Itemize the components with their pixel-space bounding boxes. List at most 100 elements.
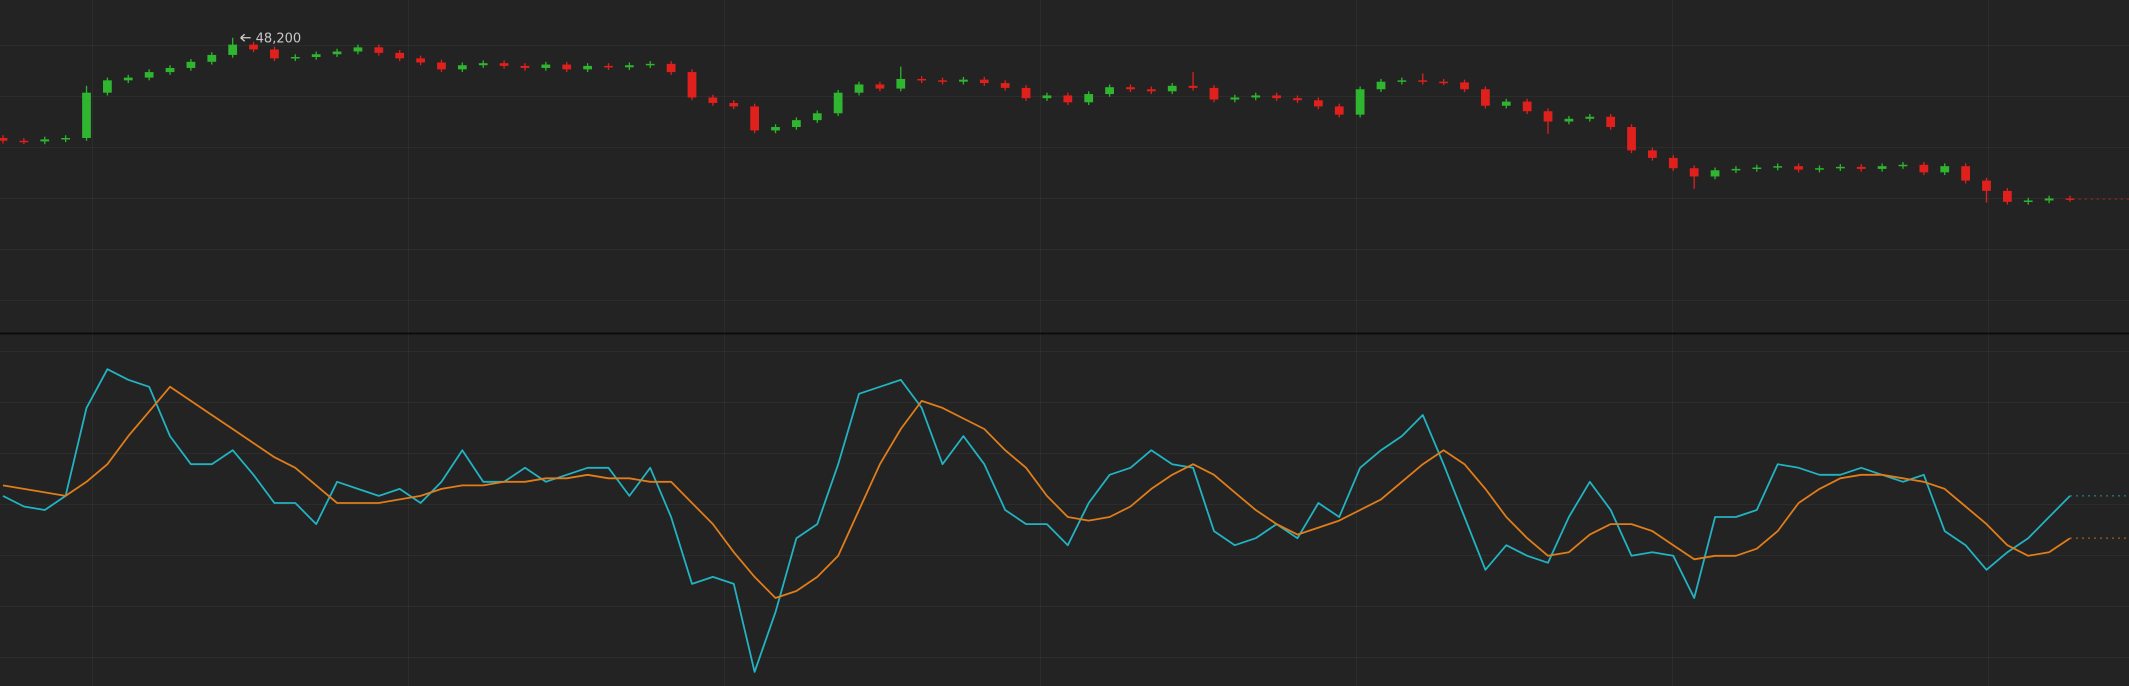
candle-body [1188,85,1198,88]
candle-body [1146,89,1156,92]
candle-body [416,58,425,63]
candle-body [1710,170,1720,177]
candle-body [1355,89,1365,115]
candle-body [583,65,592,70]
candle-body [1042,95,1052,99]
candle-body [1689,168,1699,177]
candle-body [1460,82,1469,90]
candle-body [1105,87,1114,95]
candle-body [478,63,488,66]
candle-body [1251,95,1261,98]
candle-body [249,44,258,50]
annotation-arrow [240,33,251,42]
candle-body [82,92,91,139]
candle-body [165,67,175,73]
candle-body [437,62,446,70]
candle-body [938,80,947,82]
candle-body [1919,164,1929,173]
candle-body [729,102,739,107]
candle-body [1856,166,1866,169]
candle-body [1230,97,1240,100]
candle-body [1397,80,1407,82]
candle-body [207,54,217,62]
candle-body [1627,127,1636,151]
candle-body [541,64,551,68]
candle-body [750,106,760,131]
candle-body [979,79,989,84]
candle-body [1585,116,1595,119]
candle-body [896,78,906,89]
candle-body [2044,198,2054,201]
candle-body [1481,89,1490,106]
candle-body [917,78,927,81]
candle-body [332,51,342,55]
candle-body [123,77,133,81]
candle-body [1648,150,1657,158]
candle-body [374,47,384,53]
candle-body [1877,166,1887,169]
candle-body [771,127,780,131]
candle-body [353,47,363,52]
candle-body [1752,167,1762,170]
candle-body [666,63,676,73]
candle-body [1606,116,1616,128]
candle-body [19,140,29,143]
indicator-line [2,385,2071,599]
candle-body [270,49,279,59]
candle-body [1063,95,1073,103]
candle-body [144,72,154,78]
candle-body [833,92,843,114]
candle-body [2002,190,2012,202]
candle-body [1313,100,1323,107]
candle-body [0,138,8,141]
candle-body [1000,83,1010,88]
candle-body [812,113,822,121]
candle-body [1564,118,1574,122]
candle-body [1418,80,1428,82]
candle-body [1167,85,1177,92]
candle-body [103,80,112,93]
candle-body [1209,87,1219,100]
candle-body [1272,95,1281,99]
candle-body [1334,106,1344,115]
candle-body [1293,98,1302,101]
candle-body [1940,166,1950,173]
candle-body [2023,200,2033,202]
candle-body [1522,101,1532,112]
candle-body [1982,180,1991,191]
candle-body [854,84,864,93]
candle-body [1126,87,1135,90]
candle-body [395,52,405,59]
candle-body [1794,166,1803,170]
candle-body [1543,111,1553,122]
candle-body [1898,164,1908,167]
candle-body [2065,198,2075,200]
candle-body [1439,81,1449,84]
candle-body [290,56,300,59]
candle-body [40,139,50,142]
candle-body [1815,168,1824,170]
candle-body [645,63,655,66]
candle-body [520,65,530,68]
candle-body [1731,168,1741,171]
candle-body [708,97,718,103]
candle-body [1084,94,1094,103]
candle-body [1376,81,1386,90]
candle-body [624,65,634,68]
candle-body [562,64,572,70]
candle-body [1021,87,1031,99]
candle-body [1961,166,1970,181]
candle-body [1501,101,1511,106]
candle-body [687,72,697,98]
candle-body [457,65,467,70]
candle-body [499,63,509,66]
candle-body [1835,166,1845,169]
candle-body [959,79,968,82]
candle-body [311,54,321,57]
candle-body [875,84,885,89]
candle-body [792,120,801,128]
indicator-line [2,368,2071,673]
annotation-label: 48,200 [256,31,302,46]
